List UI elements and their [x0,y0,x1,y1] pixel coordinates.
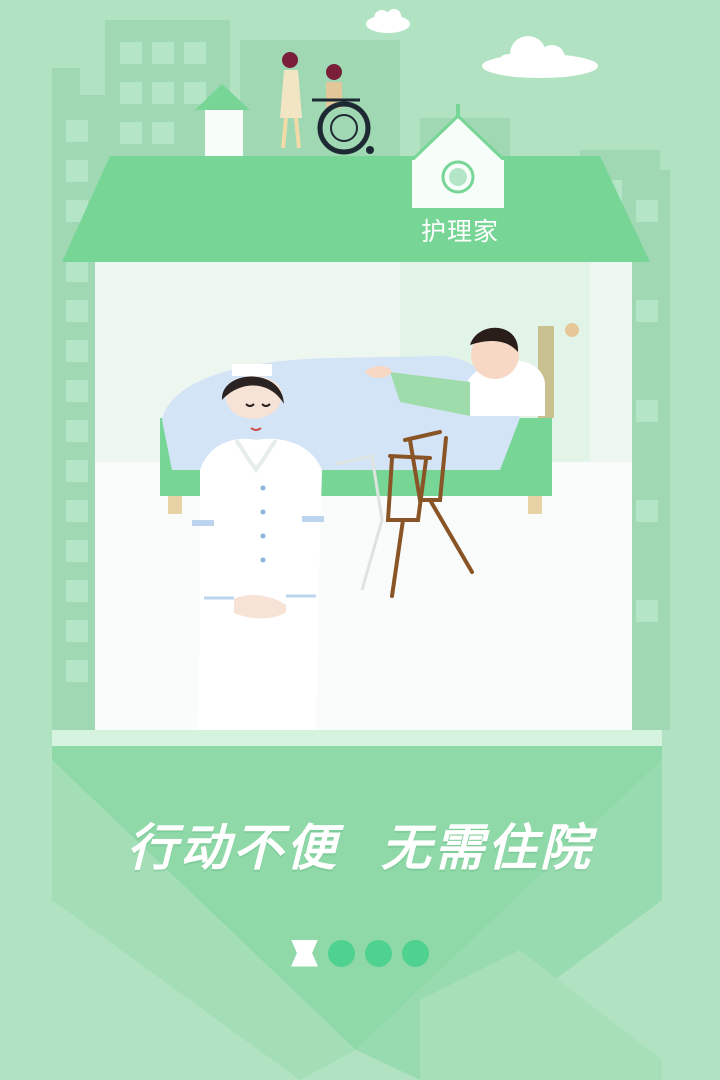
home-logo-icon [406,104,510,208]
cloud-icon [366,9,410,33]
page-dot-3[interactable] [365,939,392,967]
nurse-illustration [192,364,324,730]
house-roof [62,156,650,262]
slogan-part-2: 无需住院 [381,819,593,877]
page-dot-2[interactable] [328,939,355,967]
house-floor [52,730,662,746]
slogan-part-1: 行动不便 [127,819,339,877]
page-indicator [0,938,720,968]
walker-shadow [335,454,384,591]
slogan-text: 行动不便 无需住院 [0,808,720,880]
cloud-icon [482,36,598,78]
chimney [195,84,250,156]
banner-panel [52,746,662,1050]
app-logo-label: 护理家 [420,217,499,246]
wheelchair-icon [280,52,374,155]
page-dot-1[interactable] [291,940,318,967]
page-dot-4[interactable] [402,939,429,967]
crutches-icon [385,430,474,598]
